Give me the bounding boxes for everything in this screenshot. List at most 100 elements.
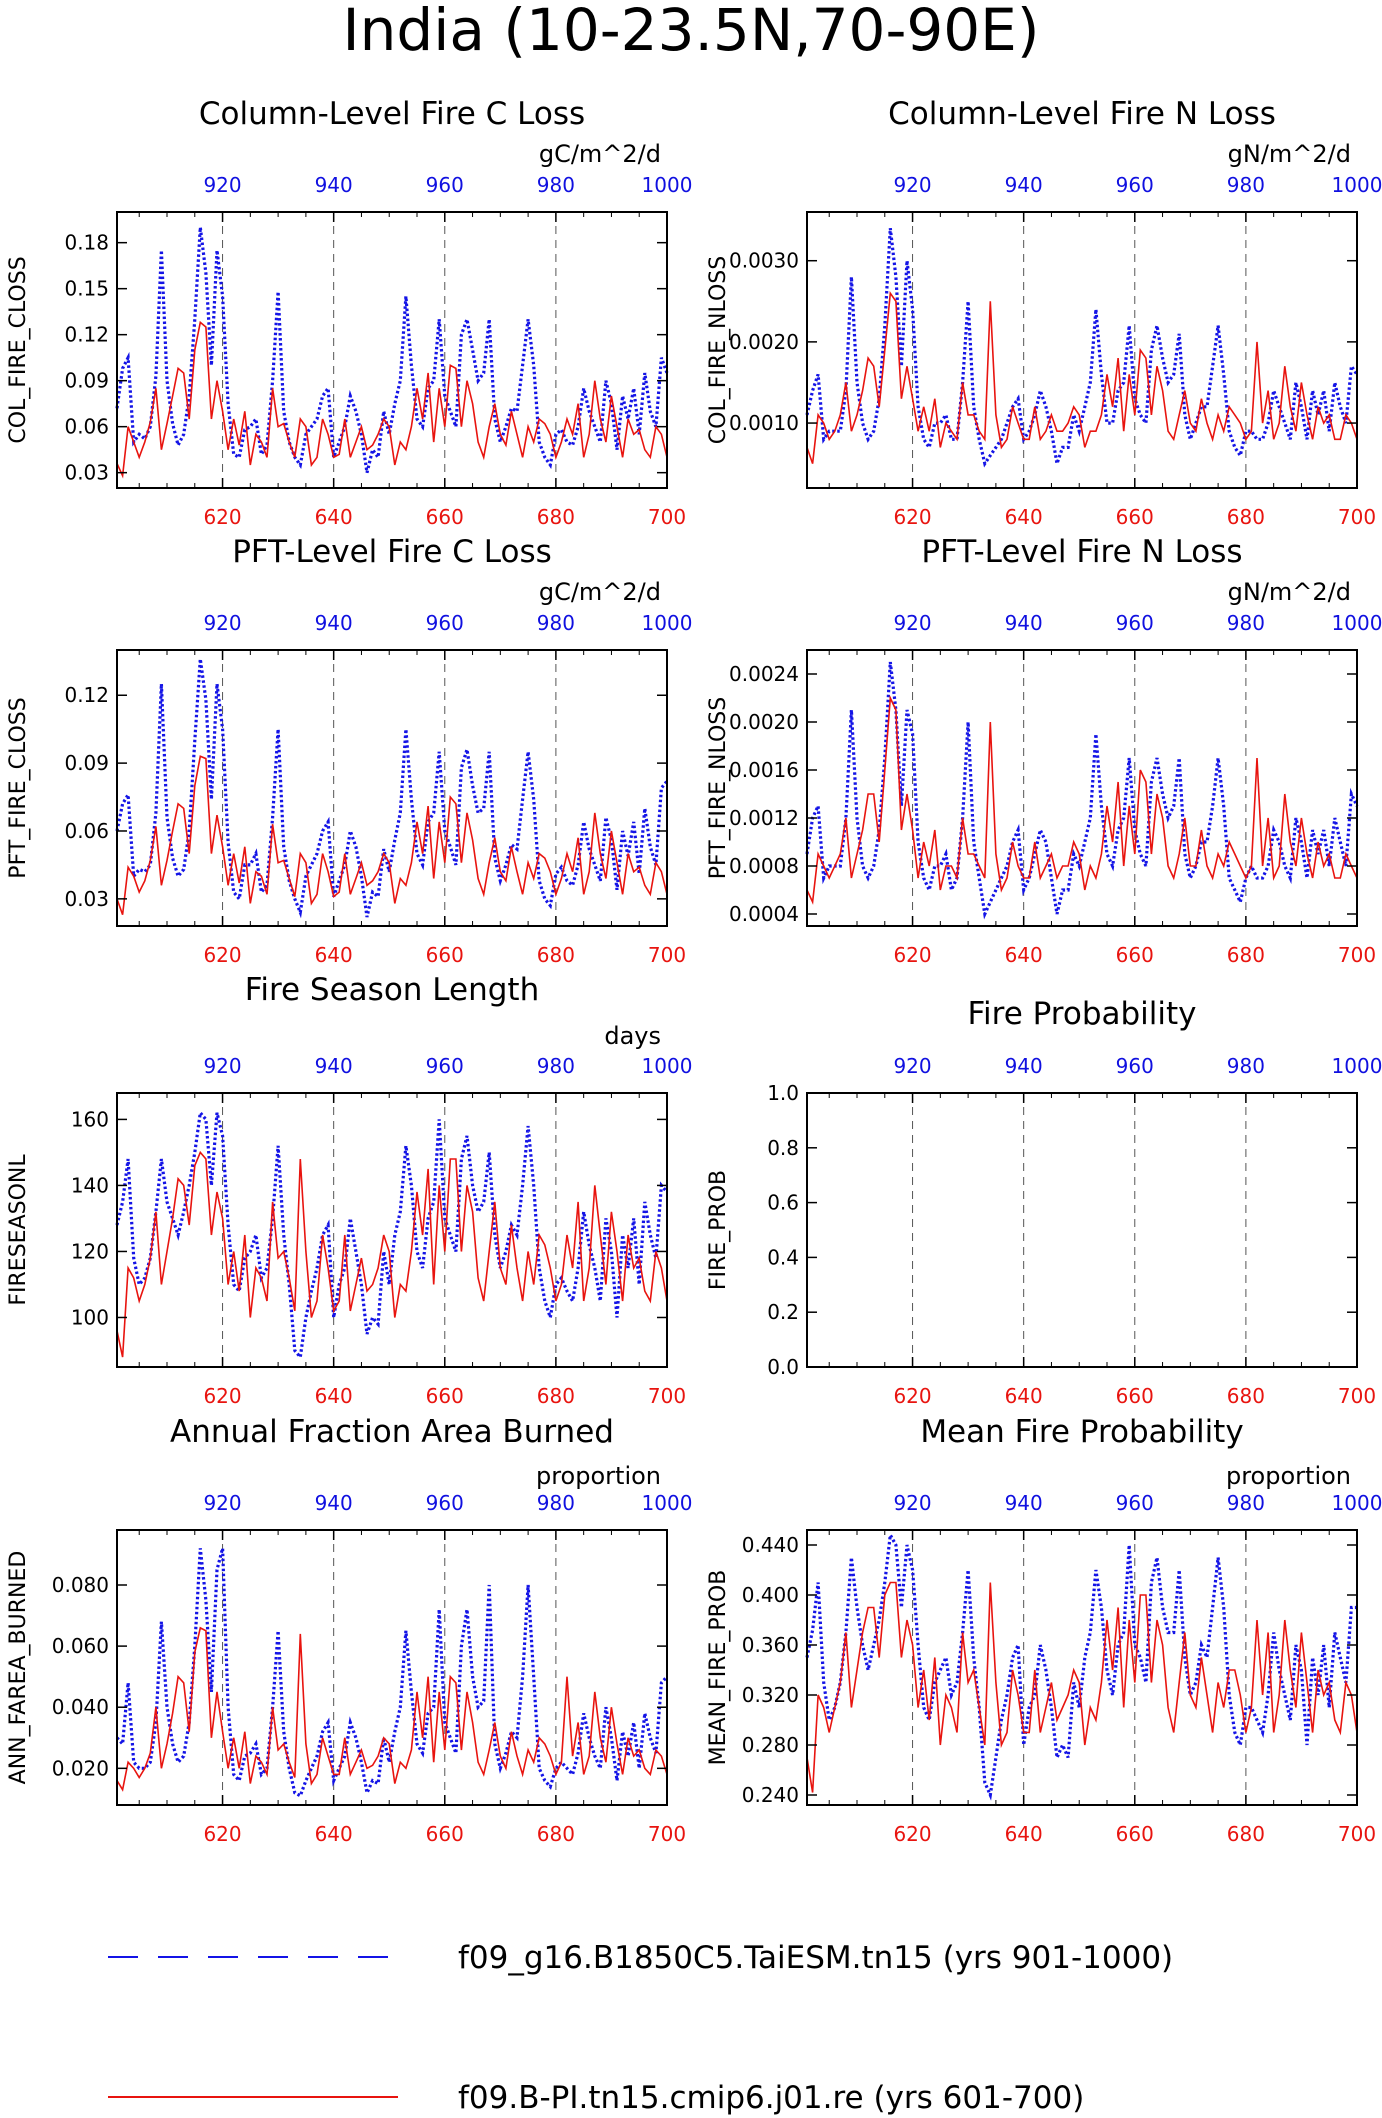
series-line-red — [806, 1581, 1358, 1793]
y-tick-label: 0.0016 — [729, 758, 799, 782]
y-tick-label: 0.12 — [64, 323, 109, 347]
y-axis-label: FIRESEASONL — [6, 1154, 31, 1306]
x-tick-label-top: 960 — [426, 611, 464, 635]
legend-label-series-b: f09.B-PI.tn15.cmip6.j01.re (yrs 601-700) — [458, 2080, 1084, 2116]
y-axis-label: PFT_FIRE_CLOSS — [6, 697, 31, 878]
x-tick-label-top: 1000 — [642, 1491, 693, 1515]
panel-title: Fire Season Length — [245, 972, 539, 1008]
y-tick-label: 0.0 — [767, 1355, 799, 1379]
x-tick-label-bottom: 660 — [1116, 1384, 1154, 1408]
y-tick-label: 0.0024 — [729, 662, 799, 686]
series-line-red — [806, 290, 1358, 464]
plot-area: 0.03 0.06 0.09 0.12 0.15 0.18 620 640 660 680 700 9… — [6, 140, 692, 529]
x-tick-label-top: 940 — [315, 611, 353, 635]
y-tick-label: 1.0 — [767, 1081, 799, 1105]
x-tick-label-top: 1000 — [1332, 611, 1382, 635]
x-tick-label-bottom: 620 — [893, 505, 931, 529]
y-tick-label: 0.4 — [767, 1245, 799, 1269]
x-tick-label-top: 960 — [1116, 173, 1154, 197]
x-tick-label-top: 960 — [426, 1054, 464, 1078]
x-tick-label-top: 940 — [315, 1054, 353, 1078]
panel-title: Fire Probability — [967, 996, 1196, 1032]
series-line-blue — [115, 1109, 669, 1361]
x-tick-label-bottom: 680 — [1227, 1822, 1265, 1846]
plot-frame — [116, 211, 668, 489]
y-tick-label: 0.09 — [64, 751, 109, 775]
y-tick-label: 0.020 — [52, 1756, 109, 1780]
panel-pft-fire-c-loss: PFT-Level Fire C Loss — [232, 534, 552, 570]
x-tick-label-bottom: 680 — [1227, 943, 1265, 967]
x-tick-label-top: 960 — [426, 173, 464, 197]
x-tick-label-top: 920 — [203, 173, 241, 197]
x-tick-label-top: 920 — [203, 1491, 241, 1515]
series-line-blue — [115, 1547, 669, 1799]
y-tick-label: 0.320 — [742, 1683, 799, 1707]
y-tick-label: 0.18 — [64, 231, 109, 255]
panel-annual-fraction-area-burned: Annual Fraction Area Burned — [170, 1414, 614, 1450]
x-tick-label-top: 980 — [537, 611, 575, 635]
x-tick-label-top: 980 — [1227, 173, 1265, 197]
y-tick-label: 0.0004 — [729, 902, 799, 926]
x-tick-label-bottom: 640 — [315, 505, 353, 529]
plot-area: 0.03 0.06 0.09 0.12 620 640 660 680 700 920 940 960… — [6, 578, 692, 967]
x-tick-label-bottom: 620 — [893, 943, 931, 967]
x-tick-label-bottom: 680 — [537, 505, 575, 529]
x-tick-label-top: 1000 — [1332, 1491, 1382, 1515]
y-tick-label: 100 — [71, 1305, 109, 1329]
x-tick-label-top: 1000 — [642, 173, 693, 197]
x-tick-label-top: 940 — [315, 173, 353, 197]
x-tick-label-top: 1000 — [1332, 173, 1382, 197]
units-label: gN/m^2/d — [1228, 140, 1351, 168]
x-tick-label-top: 920 — [893, 173, 931, 197]
x-tick-label-bottom: 680 — [1227, 1384, 1265, 1408]
series-line-red — [806, 694, 1358, 905]
x-tick-label-bottom: 620 — [203, 943, 241, 967]
y-axis-label: FIRE_PROB — [706, 1170, 731, 1290]
x-tick-label-bottom: 660 — [426, 1822, 464, 1846]
series-line-red — [116, 755, 668, 915]
x-tick-label-bottom: 640 — [1005, 943, 1043, 967]
plot-frame — [806, 1529, 1358, 1806]
x-tick-label-top: 980 — [537, 1054, 575, 1078]
x-tick-label-bottom: 680 — [537, 1822, 575, 1846]
x-tick-label-bottom: 640 — [1005, 505, 1043, 529]
x-tick-label-bottom: 660 — [1116, 943, 1154, 967]
y-tick-label: 0.0010 — [729, 411, 799, 435]
y-tick-label: 0.06 — [64, 415, 109, 439]
x-tick-label-top: 940 — [1005, 611, 1043, 635]
x-tick-label-bottom: 700 — [1338, 943, 1376, 967]
x-tick-label-top: 920 — [893, 1491, 931, 1515]
y-tick-label: 0.2 — [767, 1300, 799, 1324]
units-label: days — [604, 1022, 661, 1050]
x-tick-label-bottom: 640 — [315, 1822, 353, 1846]
plot-area: 100 120 140 160 620 640 660 680 700 920 940 960 980 1… — [6, 1022, 692, 1408]
panel-title: PFT-Level Fire C Loss — [232, 534, 552, 570]
panel-mean-fire-probability: Mean Fire Probability — [920, 1414, 1243, 1450]
y-tick-label: 0.060 — [52, 1634, 109, 1658]
panel-fire-probability: Fire Probability — [967, 996, 1196, 1032]
y-tick-label: 120 — [71, 1239, 109, 1263]
x-tick-label-top: 960 — [1116, 1054, 1154, 1078]
panel-pft-fire-n-loss: PFT-Level Fire N Loss — [921, 534, 1242, 570]
plot-area: 0.0010 0.0020 0.0030 620 640 660 680 700 920 940 9… — [706, 140, 1382, 529]
x-tick-label-top: 960 — [1116, 1491, 1154, 1515]
y-tick-label: 0.03 — [64, 887, 109, 911]
series-line-blue — [115, 658, 669, 919]
x-tick-label-bottom: 700 — [648, 1822, 686, 1846]
y-tick-label: 0.09 — [64, 369, 109, 393]
x-tick-label-bottom: 620 — [203, 1384, 241, 1408]
x-tick-label-bottom: 700 — [648, 1384, 686, 1408]
y-tick-label: 0.400 — [742, 1583, 799, 1607]
x-tick-label-bottom: 700 — [1338, 1822, 1376, 1846]
y-tick-label: 0.0020 — [729, 710, 799, 734]
legend: f09_g16.B1850C5.TaiESM.tn15 (yrs 901-100… — [108, 1940, 1173, 2116]
panel-column-fire-n-loss: Column-Level Fire N Loss — [888, 96, 1276, 132]
figure-title: India (10-23.5N,70-90E) — [343, 0, 1040, 64]
y-tick-label: 0.8 — [767, 1136, 799, 1160]
units-label: proportion — [536, 1462, 661, 1490]
x-tick-label-bottom: 640 — [1005, 1822, 1043, 1846]
y-axis-label: COL_FIRE_CLOSS — [6, 256, 31, 443]
y-tick-label: 0.280 — [742, 1733, 799, 1757]
x-tick-label-bottom: 700 — [1338, 505, 1376, 529]
y-tick-label: 0.240 — [742, 1783, 799, 1807]
